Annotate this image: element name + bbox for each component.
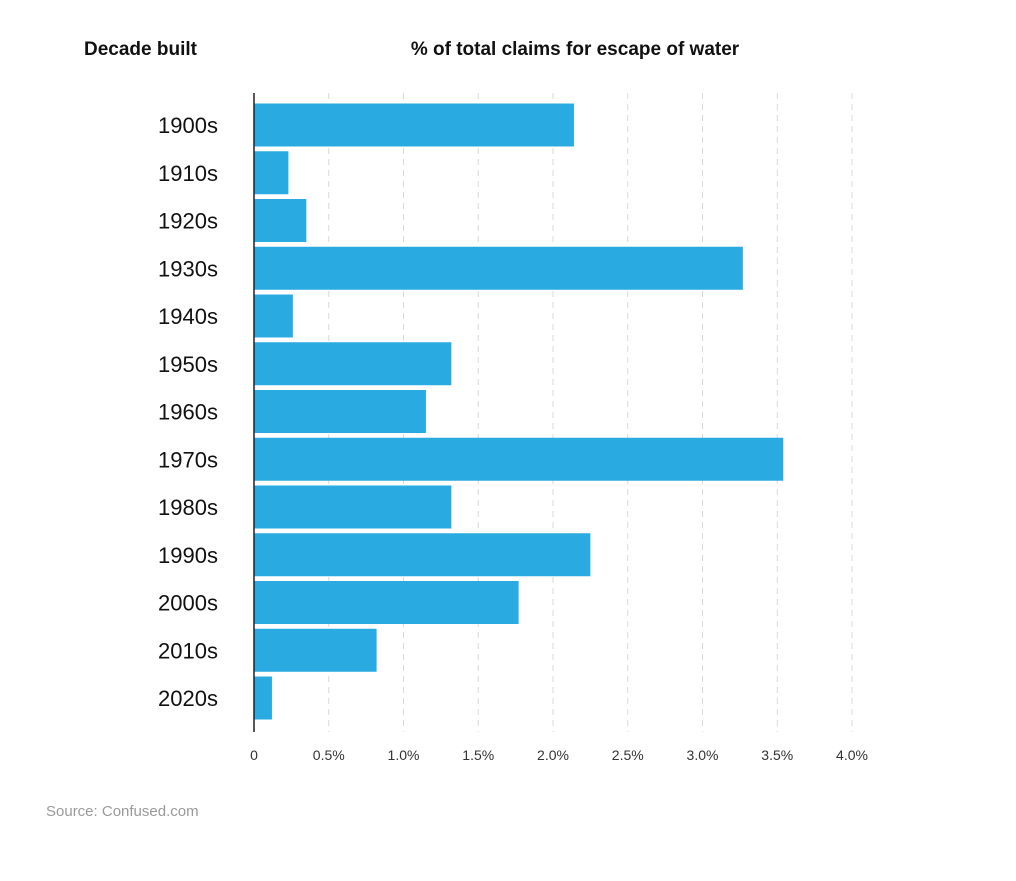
category-label: 1970s <box>158 447 218 472</box>
x-tick-labels: 0 0.5% 1.0% 1.5% 2.0% 2.5% 3.0% 3.5% 4.0% <box>250 747 868 763</box>
x-tick-label: 2.5% <box>612 747 644 763</box>
category-label: 1930s <box>158 256 218 281</box>
category-label: 1960s <box>158 400 218 425</box>
source-note: Source: Confused.com <box>46 803 199 820</box>
bar <box>254 485 452 529</box>
category-label: 2020s <box>158 686 218 711</box>
x-tick-label: 1.5% <box>462 747 494 763</box>
x-tick-label: 0 <box>250 747 258 763</box>
x-tick-label: 2.0% <box>537 747 569 763</box>
bar <box>254 581 519 624</box>
bar <box>254 628 377 672</box>
bar <box>254 103 574 147</box>
category-label: 1920s <box>158 209 218 234</box>
category-label: 1910s <box>158 161 218 186</box>
category-labels: 1900s 1910s 1920s 1930s 1940s 1950s 1960s 1970s… <box>158 113 218 711</box>
x-tick-label: 4.0% <box>836 747 868 763</box>
bar <box>254 533 591 577</box>
bar <box>254 246 743 290</box>
bar <box>254 676 272 720</box>
category-label: 1980s <box>158 495 218 520</box>
chart-title: % of total claims for escape of water <box>411 39 740 60</box>
bar <box>254 151 289 195</box>
category-label: 1900s <box>158 113 218 138</box>
category-label: 1940s <box>158 304 218 329</box>
bar <box>254 199 307 242</box>
category-label: 1990s <box>158 543 218 568</box>
bar <box>254 294 293 338</box>
category-label: 2000s <box>158 591 218 616</box>
x-tick-label: 3.5% <box>761 747 793 763</box>
x-tick-label: 0.5% <box>313 747 345 763</box>
bar <box>254 390 426 433</box>
x-tick-label: 3.0% <box>687 747 719 763</box>
bars <box>254 103 784 720</box>
bar <box>254 437 784 481</box>
x-tick-label: 1.0% <box>388 747 420 763</box>
category-label: 1950s <box>158 352 218 377</box>
category-label: 2010s <box>158 638 218 663</box>
category-heading: Decade built <box>84 39 198 60</box>
bar <box>254 342 452 386</box>
